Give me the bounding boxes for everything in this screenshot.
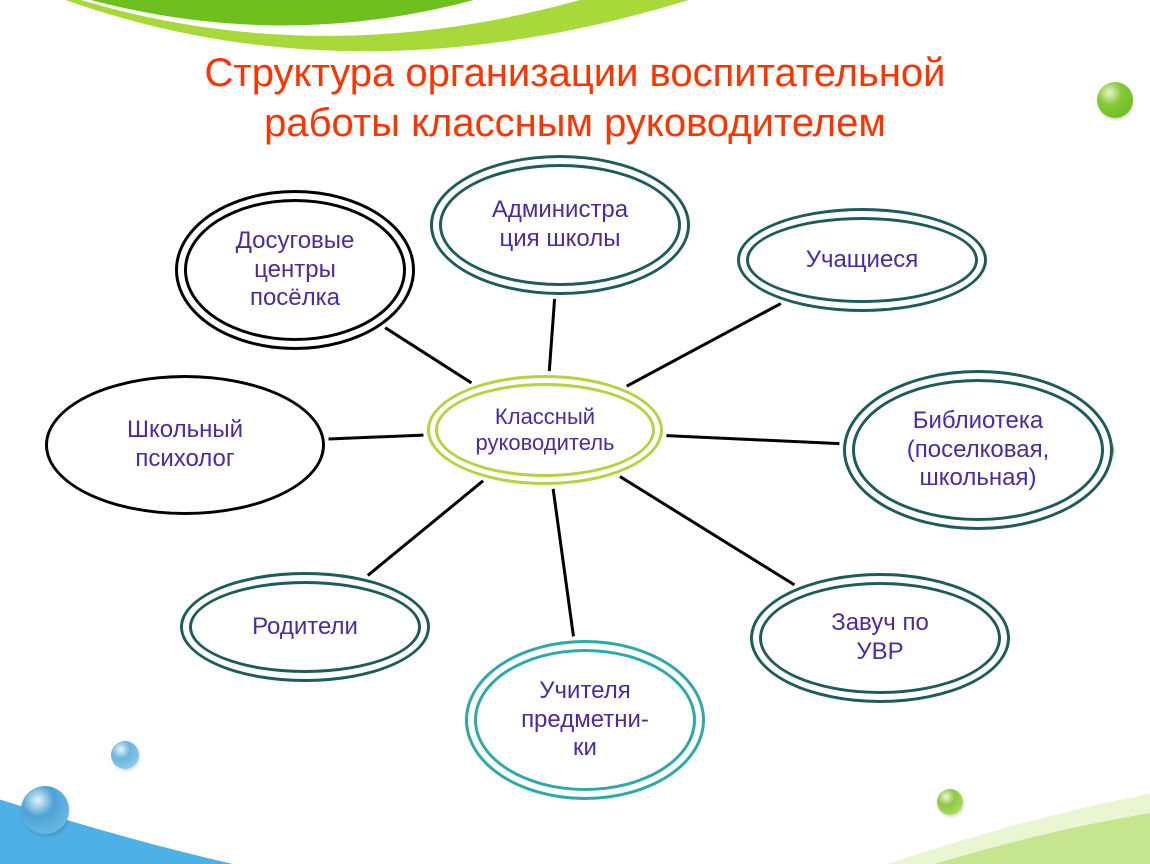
edge-psych <box>329 435 424 439</box>
node-leisure-label: Досуговые центры посёлка <box>226 221 365 319</box>
slide-title: Структура организации воспитательной раб… <box>0 48 1150 148</box>
node-teachers-label: Учителя предметни- ки <box>511 671 659 769</box>
edge-library <box>666 436 839 444</box>
diagram-stage: Структура организации воспитательной раб… <box>0 0 1150 864</box>
node-library: Библиотека (поселковая, школьная) <box>843 370 1113 530</box>
edge-admin <box>549 299 554 371</box>
edge-teachers <box>553 489 573 636</box>
node-parents: Родители <box>180 572 430 682</box>
node-students-label: Учащиеся <box>796 240 929 281</box>
node-library-label: Библиотека (поселковая, школьная) <box>897 401 1060 499</box>
node-zavuch: Завуч по УВР <box>750 573 1010 703</box>
edge-parents <box>368 481 483 576</box>
node-teachers: Учителя предметни- ки <box>465 640 705 800</box>
center-node: Классный руководитель <box>427 375 663 485</box>
node-students: Учащиеся <box>737 208 987 312</box>
node-admin: Администра ция школы <box>430 155 690 295</box>
title-text: Структура организации воспитательной раб… <box>205 51 946 145</box>
node-psych-label: Школьный психолог <box>117 410 253 480</box>
node-parents-label: Родители <box>242 607 368 648</box>
edge-leisure <box>385 328 471 383</box>
node-psych: Школьный психолог <box>45 375 325 515</box>
node-admin-label: Администра ция школы <box>482 190 638 260</box>
edge-zavuch <box>620 477 794 585</box>
node-leisure: Досуговые центры посёлка <box>175 190 415 350</box>
edge-students <box>627 304 781 387</box>
node-zavuch-label: Завуч по УВР <box>821 603 939 673</box>
center-label: Классный руководитель <box>465 398 624 463</box>
